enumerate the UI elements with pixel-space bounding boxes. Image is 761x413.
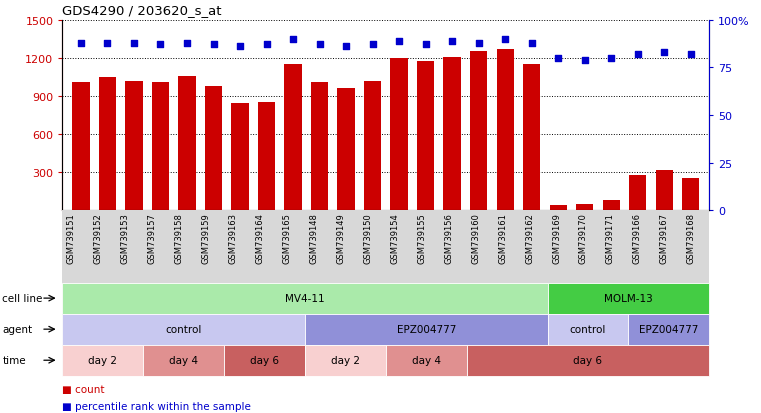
Text: agent: agent — [2, 324, 33, 335]
Text: ■ count: ■ count — [62, 385, 105, 394]
Text: GSM739157: GSM739157 — [148, 213, 157, 263]
Point — [685, 52, 697, 58]
Text: GSM739164: GSM739164 — [256, 213, 265, 263]
Text: day 6: day 6 — [250, 355, 279, 366]
Point — [367, 42, 379, 49]
Point — [314, 42, 326, 49]
Bar — [682, 179, 699, 211]
Text: GSM739150: GSM739150 — [363, 213, 372, 263]
Text: GSM739167: GSM739167 — [660, 213, 669, 263]
Bar — [496, 50, 514, 211]
Point — [473, 40, 485, 47]
Bar — [205, 86, 222, 211]
Text: GSM739165: GSM739165 — [282, 213, 291, 263]
Text: MV4-11: MV4-11 — [285, 293, 325, 304]
Text: GSM739159: GSM739159 — [202, 213, 211, 263]
Text: GSM739151: GSM739151 — [67, 213, 76, 263]
Bar — [364, 81, 381, 211]
Bar — [126, 81, 142, 211]
Text: GSM739163: GSM739163 — [228, 213, 237, 263]
Text: GSM739155: GSM739155 — [417, 213, 426, 263]
Text: ■ percentile rank within the sample: ■ percentile rank within the sample — [62, 401, 251, 411]
Text: day 2: day 2 — [331, 355, 360, 366]
Bar — [311, 83, 328, 211]
Bar — [72, 83, 90, 211]
Text: EPZ004777: EPZ004777 — [639, 324, 699, 335]
Bar — [576, 204, 594, 211]
Text: GSM739169: GSM739169 — [552, 213, 561, 263]
Bar — [178, 77, 196, 211]
Point — [499, 36, 511, 43]
Bar — [629, 175, 646, 211]
Text: day 6: day 6 — [574, 355, 603, 366]
Text: MOLM-13: MOLM-13 — [604, 293, 653, 304]
Bar — [603, 200, 619, 211]
Text: time: time — [2, 355, 26, 366]
Text: GSM739149: GSM739149 — [336, 213, 345, 263]
Point — [181, 40, 193, 47]
Point — [101, 40, 113, 47]
Text: GSM739152: GSM739152 — [94, 213, 103, 263]
Point — [605, 55, 617, 62]
Text: cell line: cell line — [2, 293, 43, 304]
Bar — [549, 206, 567, 211]
Text: GSM739154: GSM739154 — [390, 213, 400, 263]
Text: day 2: day 2 — [88, 355, 117, 366]
Text: GSM739171: GSM739171 — [606, 213, 615, 263]
Point — [234, 44, 246, 50]
Bar — [285, 65, 301, 211]
Bar — [523, 64, 540, 211]
Text: day 4: day 4 — [169, 355, 198, 366]
Text: GSM739160: GSM739160 — [471, 213, 480, 263]
Bar — [444, 57, 460, 211]
Point — [578, 57, 591, 64]
Text: GSM739153: GSM739153 — [121, 213, 130, 263]
Text: GSM739158: GSM739158 — [175, 213, 183, 263]
Point — [75, 40, 87, 47]
Bar — [337, 89, 355, 211]
Text: GSM739170: GSM739170 — [579, 213, 588, 263]
Point — [446, 38, 458, 45]
Bar — [231, 104, 249, 211]
Point — [340, 44, 352, 50]
Text: day 4: day 4 — [412, 355, 441, 366]
Bar — [258, 103, 275, 211]
Text: control: control — [165, 324, 202, 335]
Text: GDS4290 / 203620_s_at: GDS4290 / 203620_s_at — [62, 4, 222, 17]
Point — [419, 42, 431, 49]
Point — [260, 42, 272, 49]
Bar — [655, 170, 673, 211]
Text: GSM739162: GSM739162 — [525, 213, 534, 263]
Bar — [417, 62, 435, 211]
Text: GSM739166: GSM739166 — [633, 213, 642, 263]
Text: GSM739161: GSM739161 — [498, 213, 507, 263]
Text: EPZ004777: EPZ004777 — [396, 324, 456, 335]
Text: GSM739148: GSM739148 — [310, 213, 318, 263]
Point — [393, 38, 405, 45]
Text: GSM739156: GSM739156 — [444, 213, 454, 263]
Bar — [152, 83, 169, 211]
Bar — [390, 59, 408, 211]
Text: control: control — [570, 324, 607, 335]
Point — [287, 36, 299, 43]
Point — [658, 50, 670, 56]
Point — [154, 42, 167, 49]
Point — [128, 40, 140, 47]
Bar — [99, 78, 116, 211]
Point — [208, 42, 220, 49]
Point — [552, 55, 564, 62]
Point — [526, 40, 538, 47]
Bar — [470, 52, 487, 211]
Point — [632, 52, 644, 58]
Text: GSM739168: GSM739168 — [686, 213, 696, 263]
